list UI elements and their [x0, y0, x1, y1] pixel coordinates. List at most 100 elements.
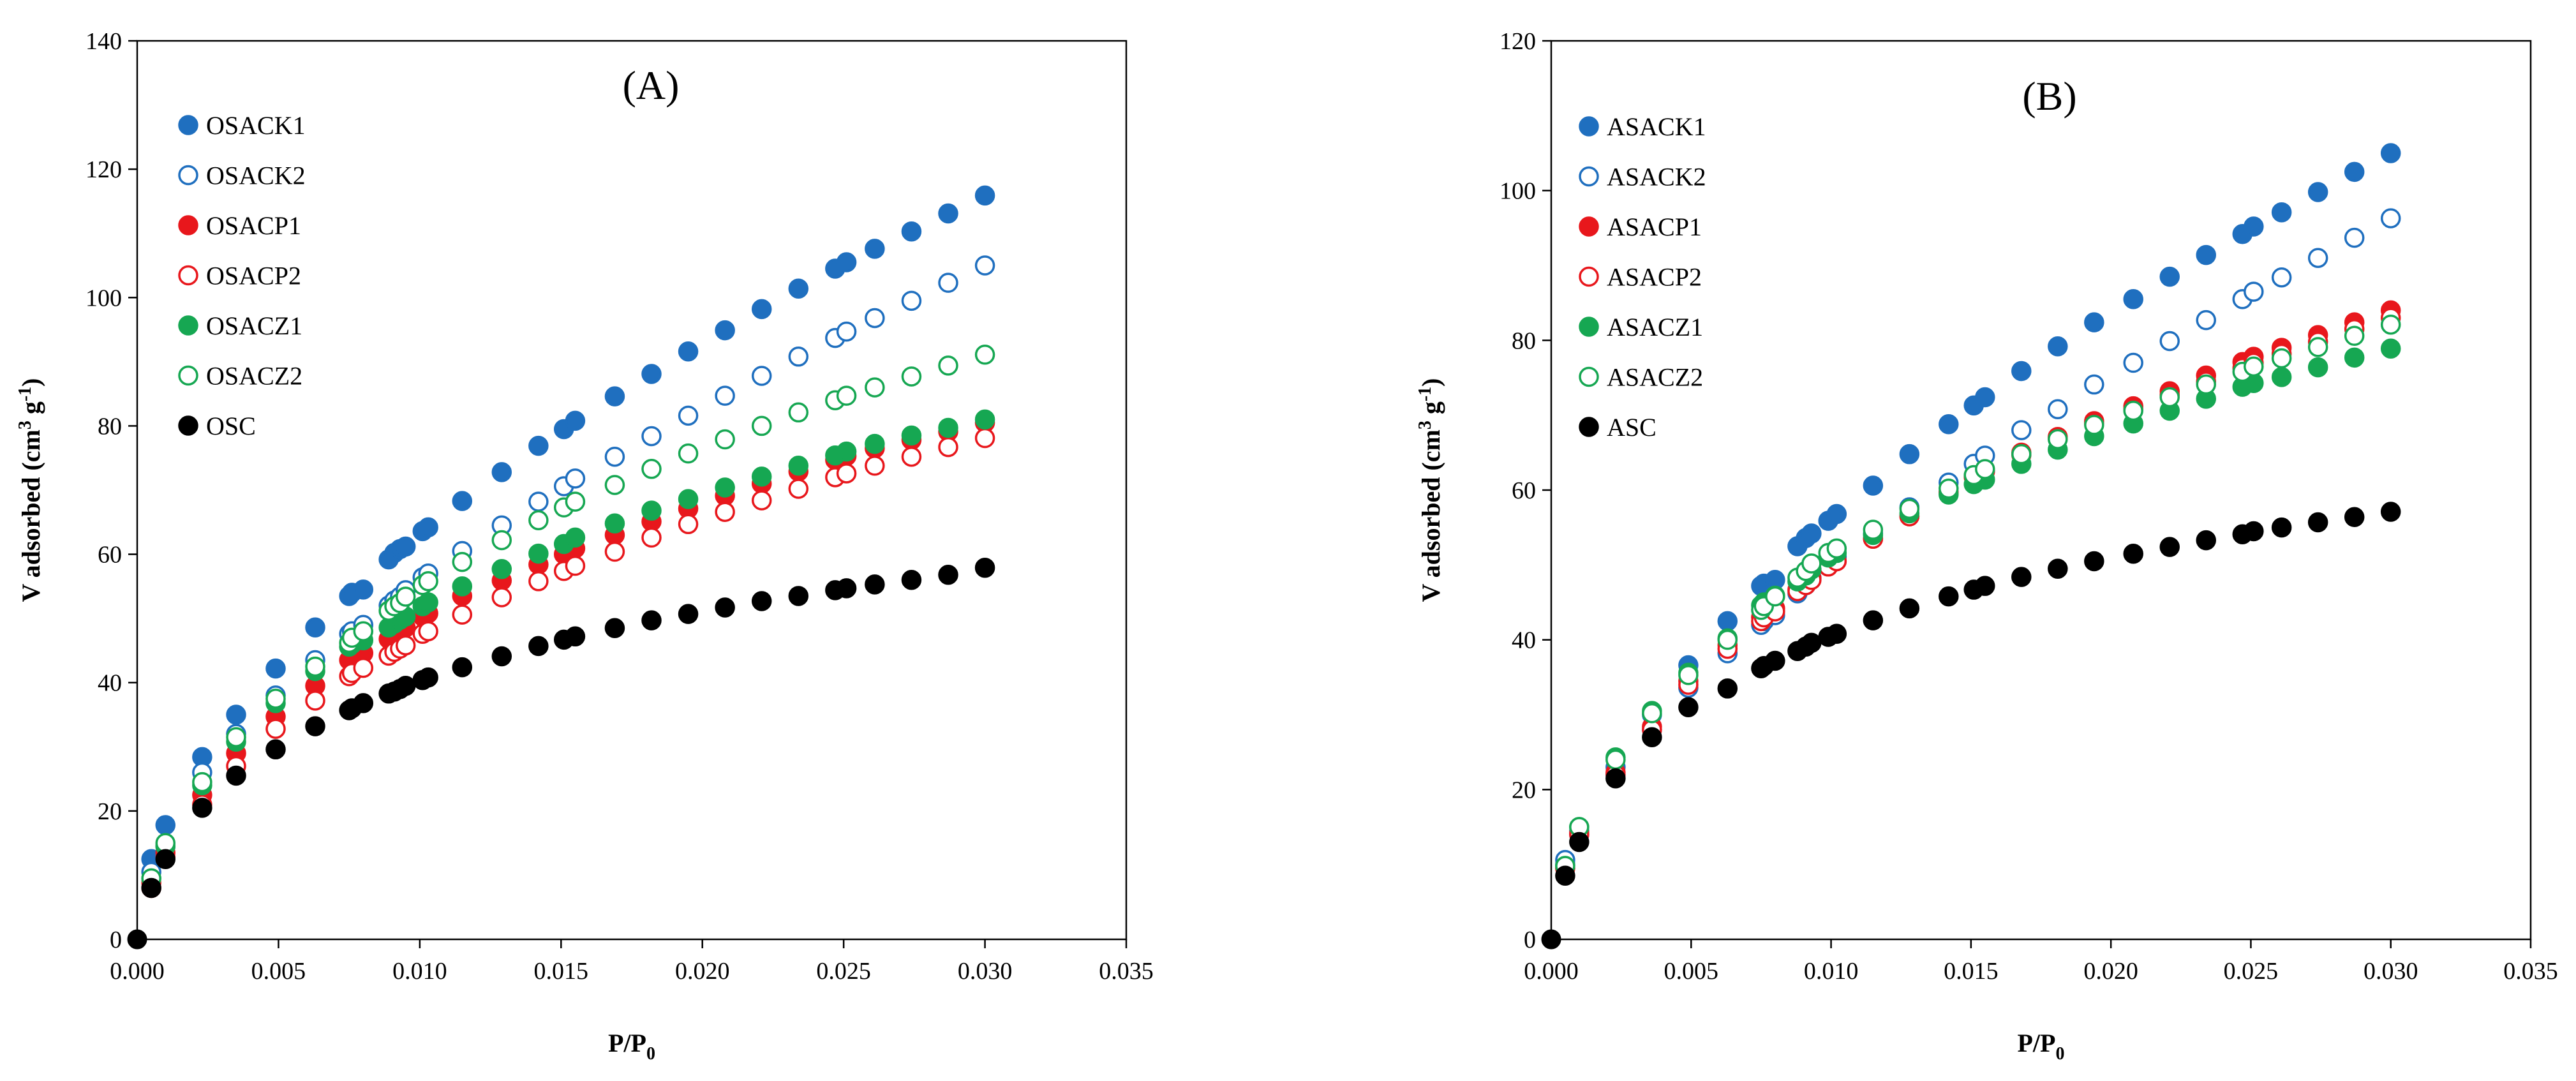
data-point: [565, 527, 586, 548]
data-point: [2011, 567, 2032, 587]
data-point: [305, 690, 325, 711]
data-point: [2123, 543, 2143, 564]
data-point: [901, 366, 922, 387]
data-point: [1863, 610, 1884, 630]
y-tick-label: 60: [98, 542, 122, 569]
data-point: [2271, 517, 2292, 538]
data-point: [788, 456, 809, 476]
panel-label: (A): [623, 63, 680, 108]
y-axis-title: V adsorbed (cm3 g-1): [15, 378, 45, 602]
data-point: [2159, 266, 2180, 287]
data-point: [2084, 312, 2104, 332]
data-point: [2344, 227, 2365, 248]
legend-marker: [178, 265, 198, 286]
data-point: [1826, 503, 1847, 525]
x-tick-label: 0.035: [2503, 958, 2558, 985]
data-point: [2307, 182, 2328, 202]
data-point: [305, 656, 325, 677]
data-point: [2048, 399, 2068, 420]
data-point: [1605, 749, 1626, 770]
data-point: [2344, 507, 2365, 527]
data-point: [2196, 309, 2217, 331]
data-point: [938, 417, 958, 438]
legend-marker: [1579, 116, 1599, 137]
data-point: [1765, 650, 1785, 671]
x-tick-label: 0.030: [958, 958, 1013, 985]
data-point: [2123, 289, 2143, 309]
data-point: [1939, 414, 1959, 435]
data-point: [1826, 623, 1847, 645]
data-point: [901, 446, 922, 467]
data-point: [974, 345, 995, 365]
data-point: [265, 719, 286, 739]
data-point: [2380, 338, 2401, 359]
data-point: [1555, 865, 1575, 886]
data-point: [565, 410, 586, 431]
data-point: [2011, 444, 2032, 465]
plot-frame: [136, 40, 1128, 941]
data-point: [141, 877, 161, 898]
data-point: [865, 239, 885, 259]
legend-label: OSACZ2: [206, 362, 302, 391]
data-point: [678, 443, 699, 464]
data-point: [2123, 352, 2143, 373]
data-point: [491, 530, 512, 551]
data-point: [418, 517, 438, 538]
data-point: [353, 621, 374, 642]
data-point: [938, 565, 958, 585]
data-point: [226, 705, 246, 725]
data-point: [641, 500, 662, 521]
data-point: [2307, 248, 2328, 269]
data-point: [751, 466, 772, 487]
y-tick-label: 120: [1500, 28, 1536, 55]
legend-label: ASACZ1: [1607, 313, 1703, 341]
y-tick-label: 100: [86, 285, 122, 311]
data-point: [678, 514, 699, 535]
x-tick-label: 0.000: [110, 958, 165, 985]
data-point: [1569, 831, 1590, 853]
data-point: [604, 618, 625, 638]
legend-label: ASACP1: [1607, 212, 1702, 241]
legend-marker: [1579, 317, 1599, 337]
data-point: [715, 385, 735, 406]
data-point: [265, 739, 286, 760]
data-point: [788, 278, 809, 299]
data-point: [565, 491, 586, 512]
data-point: [565, 555, 586, 576]
data-point: [715, 477, 735, 498]
chart-panel-b: 0 20 40 60 80 100 120 0.000 0.005 0.010 0.015 0.020…: [1415, 28, 2558, 1064]
data-point: [2244, 216, 2264, 237]
data-point: [1826, 538, 1847, 559]
data-point: [901, 425, 922, 446]
data-point: [1642, 727, 1662, 747]
data-point: [2380, 208, 2401, 228]
origin-point: [1541, 929, 1561, 950]
data-point: [2344, 347, 2365, 368]
data-point: [751, 366, 772, 386]
data-point: [641, 459, 662, 479]
data-point: [192, 772, 212, 793]
y-tick-label: 40: [98, 670, 122, 697]
data-point: [751, 415, 772, 436]
data-point: [528, 435, 549, 456]
data-point: [491, 558, 512, 579]
x-axis-title: P/P0: [608, 1029, 655, 1064]
data-point: [395, 586, 416, 607]
x-tick-label: 0.030: [2364, 958, 2418, 985]
y-tick-label: 40: [1512, 627, 1536, 654]
data-point: [938, 272, 958, 293]
data-point: [2271, 348, 2292, 369]
data-point: [836, 252, 857, 272]
data-point: [641, 364, 662, 384]
legend-label: ASACZ2: [1607, 363, 1703, 392]
data-point: [865, 456, 885, 476]
data-point: [226, 727, 246, 747]
data-point: [452, 657, 473, 678]
legend-label: ASC: [1607, 413, 1657, 442]
legend-marker: [1579, 216, 1599, 237]
data-point: [641, 610, 662, 630]
series-osack1: [141, 185, 995, 870]
data-point: [1899, 498, 1920, 519]
data-point: [305, 617, 325, 637]
data-point: [678, 604, 699, 624]
